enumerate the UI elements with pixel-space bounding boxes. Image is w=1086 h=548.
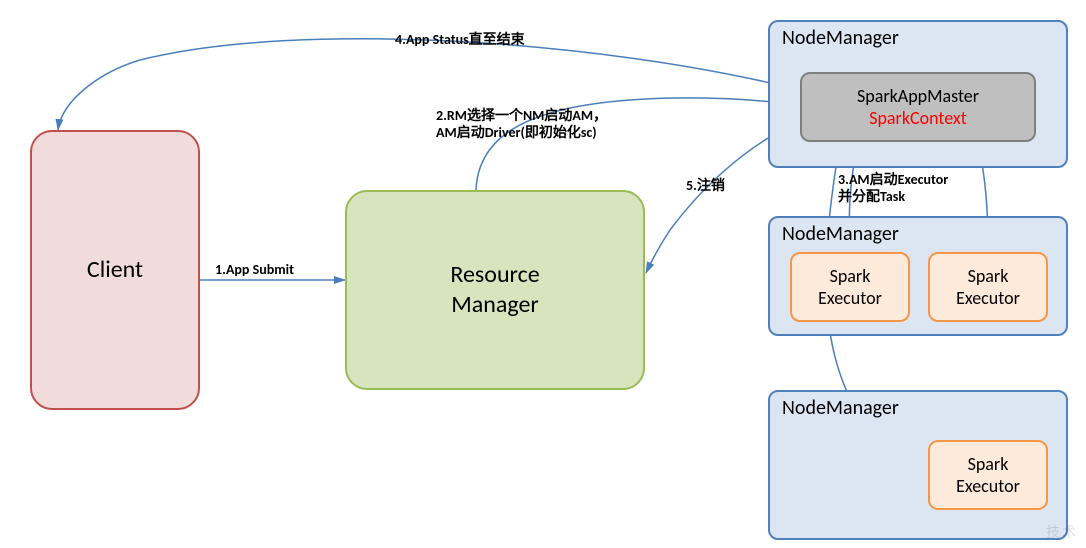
spark-executor-1: Spark Executor: [790, 252, 910, 322]
spark-executor-3-label: Spark Executor: [956, 453, 1020, 498]
spark-executor-2-label: Spark Executor: [956, 265, 1020, 310]
spark-context-label: SparkContext: [869, 107, 967, 130]
spark-app-master-label: SparkAppMaster: [857, 85, 979, 108]
spark-executor-1-label: Spark Executor: [818, 265, 882, 310]
edge-app-status: [58, 39, 800, 130]
resource-manager-label: Resource Manager: [450, 260, 539, 320]
edge-label-am-start-executor: 3.AM启动Executor 并分配Task: [838, 172, 948, 206]
edge-label-app-status: 4.App Status直至结束: [395, 32, 525, 49]
edge-label-unregister: 5.注销: [686, 178, 725, 195]
edge-label-app-submit: 1.App Submit: [215, 262, 294, 279]
spark-executor-3: Spark Executor: [928, 440, 1048, 510]
node-manager-2-title: NodeManager: [782, 222, 899, 246]
resource-manager-node: Resource Manager: [345, 190, 645, 390]
client-label: Client: [87, 255, 143, 285]
client-node: Client: [30, 130, 200, 410]
edge-label-rm-start-am: 2.RM选择一个NM启动AM， AM启动Driver(即初始化sc): [436, 108, 607, 142]
node-manager-3-title: NodeManager: [782, 396, 899, 420]
node-manager-1-title: NodeManager: [782, 26, 899, 50]
spark-app-master-node: SparkAppMaster SparkContext: [800, 72, 1036, 142]
watermark: 技术: [1046, 522, 1078, 542]
spark-executor-2: Spark Executor: [928, 252, 1048, 322]
